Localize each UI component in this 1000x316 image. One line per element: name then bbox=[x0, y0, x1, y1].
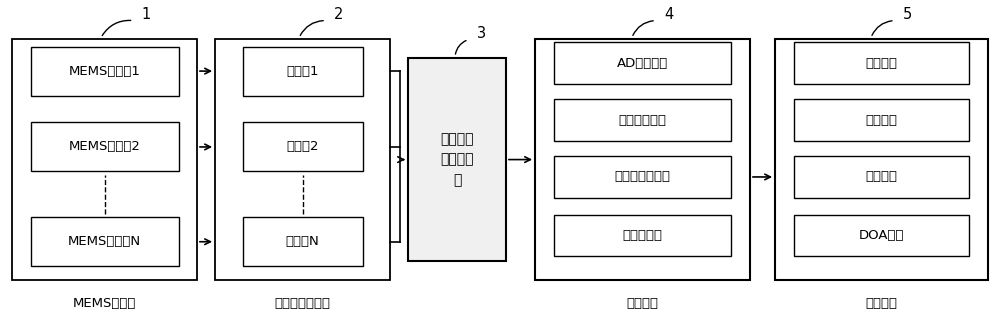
Bar bbox=[794, 215, 969, 256]
Bar bbox=[242, 47, 362, 95]
Text: 滤波器N: 滤波器N bbox=[286, 235, 319, 248]
Bar bbox=[12, 40, 197, 280]
Bar bbox=[215, 40, 390, 280]
Bar bbox=[535, 40, 750, 280]
Bar bbox=[242, 217, 362, 266]
Text: 目标检测: 目标检测 bbox=[866, 57, 898, 70]
Bar bbox=[408, 58, 506, 261]
Text: MEMS声阵列: MEMS声阵列 bbox=[73, 297, 136, 310]
Text: 2: 2 bbox=[334, 7, 343, 22]
Text: 声信号预处理器: 声信号预处理器 bbox=[274, 297, 330, 310]
Bar bbox=[554, 156, 731, 198]
Text: MEMS传声器2: MEMS传声器2 bbox=[69, 140, 140, 154]
Bar bbox=[775, 40, 988, 280]
Bar bbox=[794, 156, 969, 198]
Text: 多通道增
益调节模
块: 多通道增 益调节模 块 bbox=[440, 132, 474, 187]
Text: 3: 3 bbox=[477, 26, 486, 41]
Text: 分类识别: 分类识别 bbox=[866, 170, 898, 184]
Bar bbox=[30, 47, 178, 95]
Text: DOA估计: DOA估计 bbox=[859, 229, 904, 242]
Text: 信号增强: 信号增强 bbox=[866, 113, 898, 127]
Bar bbox=[242, 122, 362, 171]
Text: 增益控制模块: 增益控制模块 bbox=[619, 113, 667, 127]
Text: 微处理器: 微处理器 bbox=[866, 297, 898, 310]
Bar bbox=[554, 42, 731, 84]
Text: 滤波器1: 滤波器1 bbox=[286, 64, 319, 78]
Text: 环境自适应模块: 环境自适应模块 bbox=[615, 170, 671, 184]
Text: 4: 4 bbox=[664, 7, 673, 22]
Text: 滤波器2: 滤波器2 bbox=[286, 140, 319, 154]
Text: MEMS传声器N: MEMS传声器N bbox=[68, 235, 141, 248]
Bar bbox=[794, 99, 969, 141]
Text: 5: 5 bbox=[903, 7, 912, 22]
Text: 微控制器: 微控制器 bbox=[627, 297, 659, 310]
Bar bbox=[554, 99, 731, 141]
Text: 抗虚警模块: 抗虚警模块 bbox=[623, 229, 663, 242]
Bar bbox=[554, 215, 731, 256]
Text: 1: 1 bbox=[142, 7, 151, 22]
Bar bbox=[30, 217, 178, 266]
Bar bbox=[794, 42, 969, 84]
Bar bbox=[30, 122, 178, 171]
Text: AD转换模块: AD转换模块 bbox=[617, 57, 668, 70]
Text: MEMS传声器1: MEMS传声器1 bbox=[69, 64, 140, 78]
